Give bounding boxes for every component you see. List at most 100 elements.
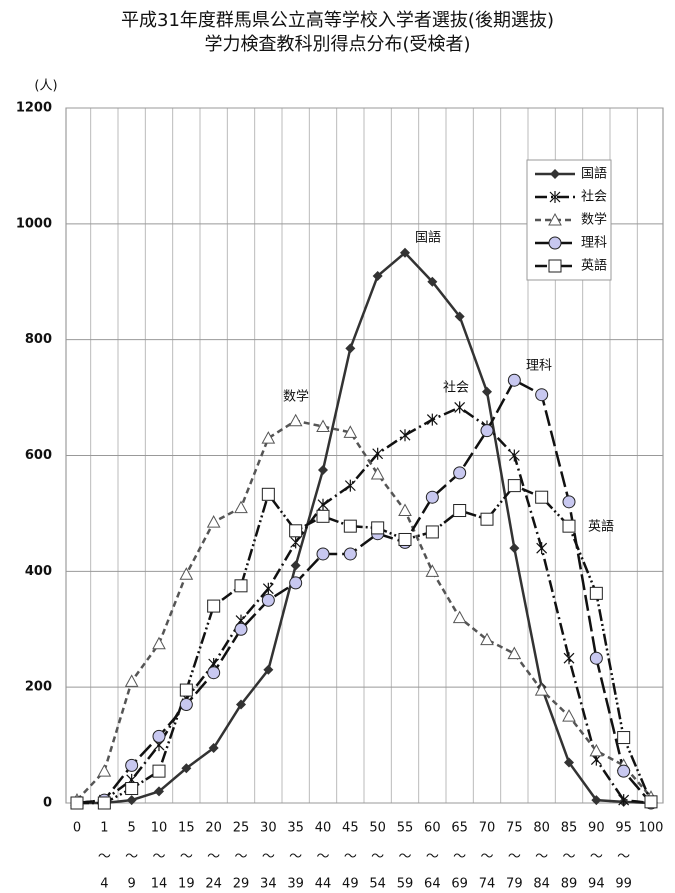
marker	[507, 646, 522, 660]
marker	[262, 582, 274, 595]
marker	[206, 515, 221, 528]
x-tick-label-end: 74	[479, 877, 496, 892]
x-tick-label: 95	[615, 821, 632, 836]
legend-label: 数学	[581, 212, 607, 228]
marker	[207, 666, 221, 680]
marker	[425, 490, 439, 504]
x-range-mark: ～	[98, 850, 111, 865]
marker	[70, 796, 84, 810]
x-tick-label-end: 64	[424, 877, 441, 892]
x-tick-label-end: 19	[178, 877, 195, 892]
marker	[536, 542, 548, 555]
x-tick-label: 80	[533, 821, 550, 836]
marker	[125, 782, 139, 796]
marker	[290, 560, 301, 571]
marker	[425, 525, 439, 539]
x-tick-label: 0	[73, 821, 81, 836]
marker	[617, 764, 631, 778]
legend-label: 社会	[581, 189, 607, 205]
marker	[152, 764, 166, 778]
legend-label: 理科	[581, 236, 607, 251]
marker	[398, 532, 412, 546]
marker	[234, 579, 248, 593]
marker	[589, 743, 604, 757]
x-tick-label-end: 79	[506, 877, 523, 892]
annotation: 理科	[526, 359, 552, 374]
marker	[343, 519, 357, 533]
x-tick-label-end: 59	[397, 877, 414, 892]
marker	[125, 758, 139, 772]
x-tick-label-end: 89	[561, 877, 578, 892]
x-range-mark: ～	[426, 850, 439, 865]
marker	[509, 543, 520, 554]
x-range-mark: ～	[152, 850, 165, 865]
marker	[482, 386, 492, 397]
y-tick-label: 400	[25, 564, 52, 579]
marker	[179, 567, 194, 580]
x-range-mark: ～	[617, 850, 630, 865]
x-tick-label: 55	[397, 821, 414, 836]
x-tick-label: 90	[588, 821, 605, 836]
marker	[234, 500, 248, 514]
marker	[152, 729, 166, 743]
y-tick-label: 1200	[16, 101, 52, 116]
marker	[508, 449, 520, 462]
marker	[480, 424, 494, 438]
legend-marker	[548, 236, 562, 250]
y-tick-label: 0	[43, 796, 52, 811]
x-tick-label: 15	[178, 821, 195, 836]
marker	[534, 683, 549, 696]
x-range-mark: ～	[508, 850, 521, 865]
marker	[289, 524, 303, 538]
x-tick-label-end: 9	[128, 877, 136, 892]
x-tick-label-end: 69	[451, 877, 468, 892]
marker	[261, 431, 276, 444]
x-tick-label-end: 94	[588, 877, 605, 892]
x-tick-label: 40	[315, 821, 332, 836]
x-range-mark: ～	[125, 850, 138, 865]
x-tick-label-end: 44	[315, 877, 332, 892]
x-range-mark: ～	[316, 850, 329, 865]
x-range-mark: ～	[289, 850, 302, 865]
marker	[317, 498, 329, 511]
x-range-mark: ～	[535, 850, 548, 865]
x-tick-label: 75	[506, 821, 523, 836]
marker	[644, 795, 658, 809]
x-range-mark: ～	[562, 850, 575, 865]
x-tick-label-end: 54	[369, 877, 386, 892]
marker	[480, 512, 494, 526]
x-tick-label: 60	[424, 821, 441, 836]
marker	[152, 636, 166, 650]
marker	[425, 564, 440, 577]
x-tick-label-end: 14	[151, 877, 168, 892]
x-tick-label-end: 49	[342, 877, 359, 892]
x-range-mark: ～	[590, 850, 603, 865]
marker	[124, 674, 139, 687]
marker	[453, 504, 467, 518]
marker	[179, 683, 193, 697]
marker	[181, 763, 192, 774]
marker	[97, 796, 111, 810]
legend-marker	[548, 212, 562, 226]
marker	[261, 487, 275, 501]
marker	[589, 586, 603, 600]
x-tick-label: 65	[451, 821, 468, 836]
x-range-mark: ～	[371, 850, 384, 865]
marker	[562, 495, 576, 509]
x-tick-label: 70	[479, 821, 496, 836]
marker	[261, 593, 275, 607]
x-tick-label-end: 99	[615, 877, 632, 892]
marker	[343, 425, 358, 438]
legend-marker	[550, 169, 560, 179]
y-tick-label: 800	[25, 332, 52, 347]
marker	[179, 698, 193, 712]
marker	[126, 795, 137, 806]
marker	[454, 401, 466, 414]
x-tick-label: 50	[369, 821, 386, 836]
x-tick-label: 20	[205, 821, 222, 836]
x-range-mark: ～	[398, 850, 411, 865]
x-range-mark: ～	[180, 850, 193, 865]
marker	[97, 764, 112, 777]
x-range-mark: ～	[480, 850, 493, 865]
